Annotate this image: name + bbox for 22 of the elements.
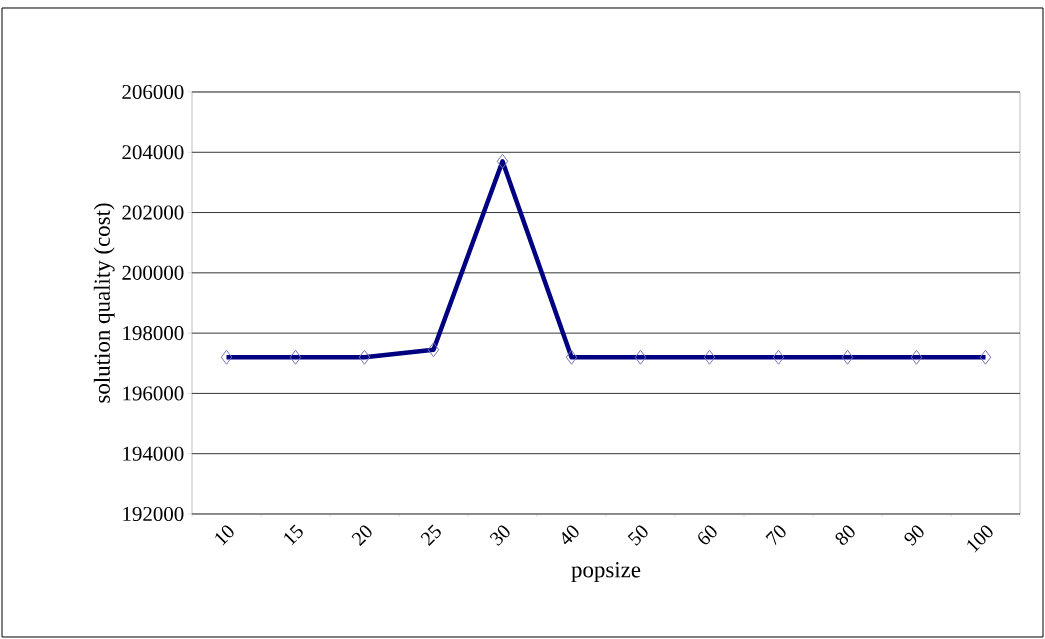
x-tick-label: 80 — [835, 525, 855, 545]
x-tick-label: 50 — [627, 525, 648, 546]
x-tick-label: 25 — [420, 524, 441, 547]
y-tick-label: 206000 — [122, 84, 184, 100]
x-tick-label: 90 — [904, 525, 924, 546]
x-tick-label: 60 — [698, 525, 717, 545]
x-tick-label: 70 — [765, 525, 786, 546]
y-tick-label: 198000 — [123, 326, 184, 341]
y-tick-label: 200000 — [122, 265, 184, 280]
y-tick-label: 194000 — [123, 446, 184, 461]
x-axis-title: popsize — [571, 562, 641, 583]
y-axis-title: solution quality (cost) — [93, 203, 115, 403]
x-tick-label: 10 — [215, 525, 234, 546]
x-tick-label: 15 — [284, 524, 303, 546]
x-tick-label: 100 — [967, 525, 993, 553]
x-tick-label: 20 — [351, 525, 372, 547]
x-tick-label: 40 — [562, 525, 579, 545]
y-tick-label: 202000 — [122, 205, 184, 220]
y-tick-label: 204000 — [122, 145, 184, 160]
y-tick-label: 192000 — [123, 506, 184, 522]
y-tick-label: 196000 — [123, 386, 184, 401]
x-tick-label: 30 — [489, 525, 510, 546]
